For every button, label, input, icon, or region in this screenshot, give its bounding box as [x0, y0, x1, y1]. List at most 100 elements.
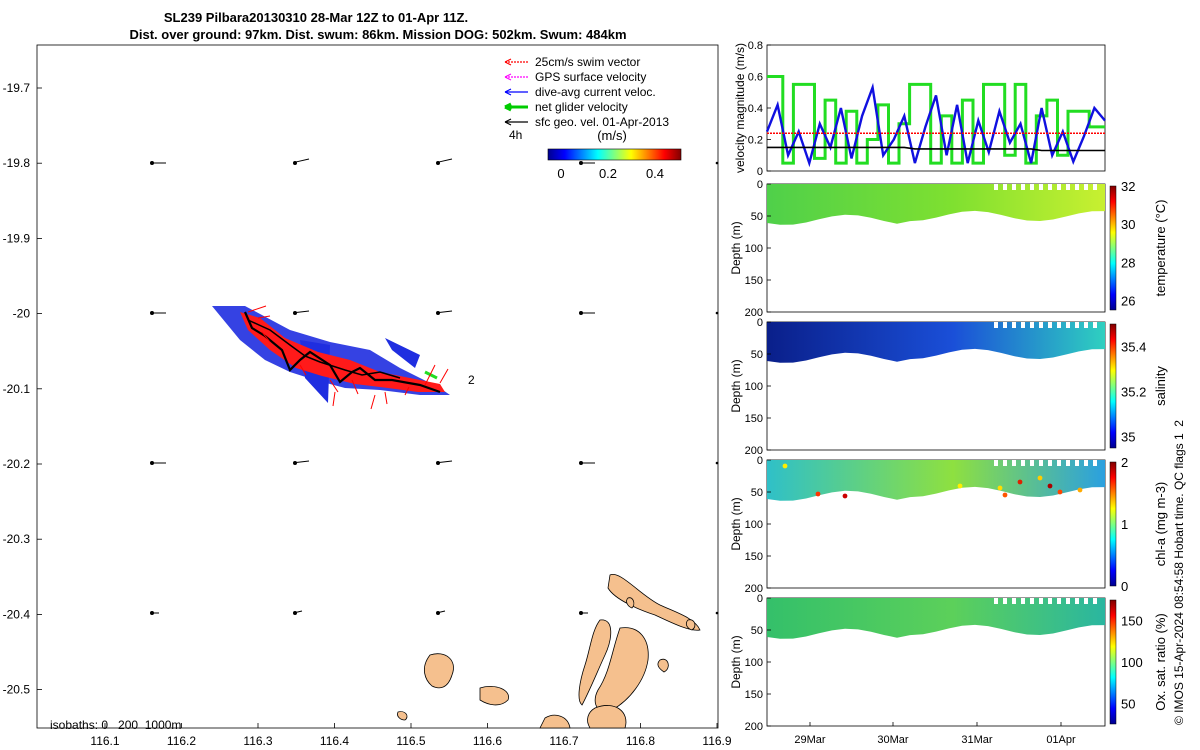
depth-tick-label: 0 — [757, 455, 763, 467]
depth-tick-label: 100 — [745, 381, 763, 393]
map-y-tick-label: -19.8 — [3, 156, 31, 170]
section-colorbar-tick-label: 32 — [1121, 179, 1135, 194]
time-tick-label: 31Mar — [961, 734, 993, 746]
geo-vector-head — [150, 161, 154, 165]
time-tick-label: 29Mar — [794, 734, 826, 746]
section-colorbar-tick-label: 2 — [1121, 455, 1128, 470]
net-glider-vector — [424, 370, 438, 380]
section-ylabel: Depth (m) — [729, 359, 743, 412]
geo-vector-head — [150, 311, 154, 315]
section-surface-gap — [1066, 184, 1070, 190]
chl-hotspot — [782, 463, 788, 469]
section-surface-gap — [1066, 322, 1070, 328]
geo-vector-head — [579, 161, 583, 165]
time-axis: 29Mar 30Mar 31Mar 01Apr — [794, 722, 1076, 746]
section-surface-gap — [994, 460, 998, 466]
island-8 — [397, 711, 408, 721]
section-data-field — [767, 322, 1105, 363]
depth-tick-label: 200 — [745, 445, 763, 457]
figure-title-line2: Dist. over ground: 97km. Dist. swum: 86k… — [129, 27, 626, 42]
section-colorbar — [1109, 461, 1117, 587]
depth-tick-label: 150 — [745, 275, 763, 287]
section-ylabel: Depth (m) — [729, 221, 743, 274]
section-surface-gap — [1003, 184, 1007, 190]
legend-label: net glider velocity — [535, 100, 628, 114]
map-y-tick-label: -19.9 — [3, 231, 31, 245]
section-surface-gap — [1084, 598, 1088, 604]
geostrophic-vectors — [150, 158, 719, 615]
section-colorbar-tick-label: 100 — [1121, 655, 1143, 670]
section-surface-gap — [1030, 322, 1034, 328]
map-y-tick-label: -20.1 — [3, 382, 31, 396]
geo-vector-head — [579, 311, 583, 315]
track-end-label: 2 — [468, 373, 475, 387]
swim-vectors-fill — [240, 312, 445, 392]
section-colorbar-tick-label: 30 — [1121, 217, 1135, 232]
section-colorbar-tick-label: 0 — [1121, 579, 1128, 594]
geo-vector-head — [436, 461, 440, 465]
geo-vector-shaft — [437, 310, 453, 314]
map-y-tick-label: -20.2 — [3, 457, 31, 471]
map-x-tick-label: 116.5 — [396, 734, 425, 748]
section-surface-gap — [1012, 322, 1016, 328]
velocity-lines — [765, 75, 1106, 168]
section-surface-gap — [1021, 322, 1025, 328]
section-colorbar-label: chl-a (mg m-3) — [1153, 482, 1168, 567]
section-ylabel: Depth (m) — [729, 635, 743, 688]
chl-hotspot — [1037, 475, 1043, 481]
geo-vector-shaft — [294, 460, 310, 464]
depth-tick-label: 0 — [757, 593, 763, 605]
legend-arrowhead — [504, 58, 512, 66]
chl-hotspot — [957, 483, 963, 489]
map-colorbar-tick-label: 0 — [557, 166, 564, 181]
section-surface-gap — [1066, 598, 1070, 604]
section-surface-gap — [1039, 184, 1043, 190]
legend-arrowhead — [504, 118, 512, 126]
island-9 — [626, 597, 635, 609]
geo-vector-dot — [715, 161, 719, 165]
depth-tick-label: 200 — [745, 721, 763, 733]
coastline-land — [397, 573, 701, 729]
chl-hotspot — [1002, 492, 1008, 498]
section-surface-gap — [1003, 598, 1007, 604]
island-10 — [685, 619, 696, 631]
velocity-ylabel: velocity magnitude (m/s) — [733, 43, 747, 173]
geo-vector-head — [293, 311, 297, 315]
velocity-y-tick-label: 0.4 — [748, 103, 763, 115]
velocity-y-tick-label: 0 — [757, 166, 763, 178]
section-surface-gap — [1057, 598, 1061, 604]
section-surface-gap — [1093, 322, 1097, 328]
section-surface-gap — [1075, 184, 1079, 190]
section-surface-gap — [1066, 460, 1070, 466]
map-y-ticks: -19.7 -19.8 -19.9 -20 -20.1 -20.2 -20.3 -20.4 -2… — [3, 81, 42, 697]
legend-arrowhead — [504, 102, 512, 112]
velocity-y-tick-label: 0.6 — [748, 72, 763, 84]
section-surface-gap — [1048, 598, 1052, 604]
section-colorbar — [1109, 599, 1117, 725]
section-surface-gap — [1021, 598, 1025, 604]
section-surface-gap — [1039, 460, 1043, 466]
geo-vector-dot — [715, 311, 719, 315]
colorbar-title: (m/s) — [597, 128, 627, 143]
track-line-2 — [247, 319, 401, 379]
section-surface-gap — [1075, 598, 1079, 604]
section-ylabel: Depth (m) — [729, 497, 743, 550]
geo-vector-dot — [715, 611, 719, 615]
legend-arrowhead — [504, 88, 512, 96]
section-surface-gap — [994, 322, 998, 328]
section-surface-gap — [1084, 184, 1088, 190]
section-colorbar-tick-label: 50 — [1121, 696, 1135, 711]
depth-tick-label: 150 — [745, 413, 763, 425]
velocity-y-ticks: 0 0.2 0.4 0.6 0.8 — [748, 40, 771, 178]
section-surface-gap — [1039, 322, 1043, 328]
depth-tick-label: 100 — [745, 519, 763, 531]
copyright-note: © IMOS 15-Apr-2024 08:54:58 Hobart time.… — [1172, 420, 1186, 725]
legend-time: 4h — [509, 128, 522, 142]
island-1 — [607, 573, 701, 631]
map-x-tick-label: 116.2 — [167, 734, 196, 748]
section-surface-gap — [1021, 460, 1025, 466]
depth-tick-label: 0 — [757, 317, 763, 329]
velocity-panel: 0 0.2 0.4 0.6 0.8 velocity magnitude (m/s) — [733, 40, 1106, 178]
